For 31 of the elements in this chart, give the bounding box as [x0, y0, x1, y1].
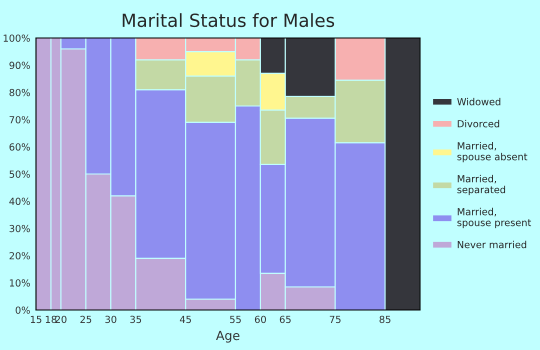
x-tick-label: 75 [330, 316, 341, 324]
legend-label: Widowed [457, 98, 500, 106]
y-tick-label: 100% [4, 34, 30, 42]
chart-title: Marital Status for Males [122, 13, 334, 28]
y-tick-label: 90% [9, 62, 30, 70]
x-tick-label: 55 [230, 316, 241, 324]
y-tick-label: 70% [10, 116, 30, 124]
y-tick-label: 80% [9, 88, 30, 96]
x-axis-title: Age [216, 330, 240, 343]
legend-label: Divorced [458, 120, 500, 128]
x-tick-label: 25 [80, 316, 92, 324]
x-tick-label: 30 [105, 316, 116, 324]
legend-label: Never married [458, 240, 526, 248]
y-tick-label: 40% [9, 198, 30, 206]
y-tick-label: 0% [16, 306, 30, 314]
x-tick-label: 85 [380, 316, 390, 324]
x-tick-label: 60 [254, 316, 266, 324]
legend-label: Married, separated [457, 174, 506, 196]
x-tick-label: 18 [46, 316, 56, 324]
y-tick-label: 30% [10, 224, 30, 232]
x-tick-label: 65 [280, 316, 291, 324]
y-tick-label: 50% [10, 170, 30, 178]
x-tick-label: 35 [130, 316, 142, 324]
y-tick-label: 10% [10, 279, 30, 287]
y-tick-label: 20% [10, 252, 30, 260]
x-tick-label: 20 [55, 316, 66, 324]
legend-label: Married, spouse absent [457, 142, 528, 162]
legend-label: Married, spouse present [457, 208, 532, 228]
x-tick-label: 15 [30, 316, 42, 324]
y-tick-label: 60% [10, 143, 30, 151]
x-tick-label: 45 [180, 316, 191, 324]
